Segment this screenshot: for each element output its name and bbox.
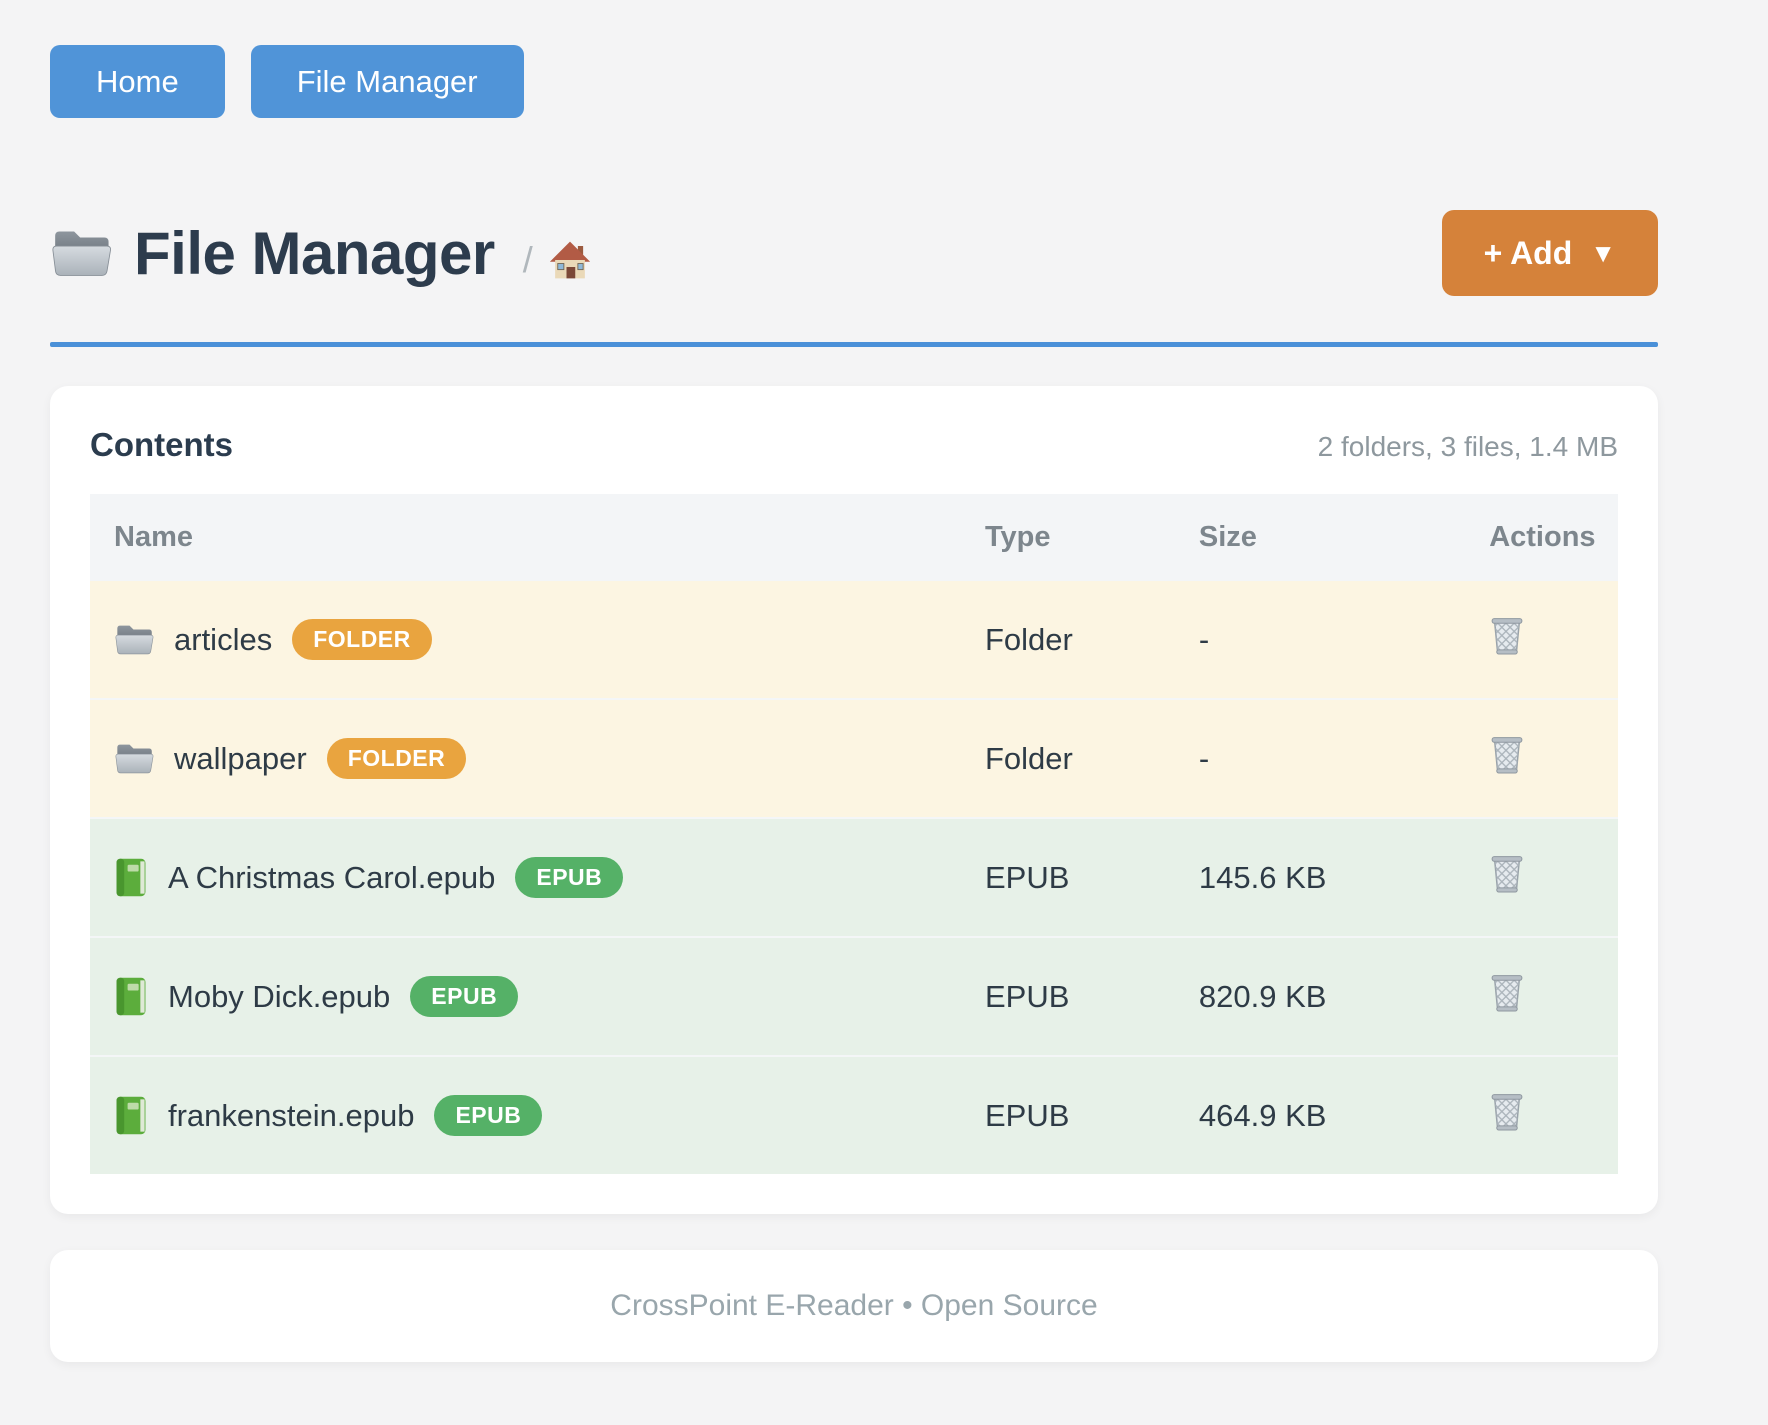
wastebasket-icon bbox=[1489, 736, 1525, 778]
item-size: - bbox=[1198, 621, 1210, 657]
green-book-icon bbox=[114, 1095, 148, 1136]
caret-down-icon: ▼ bbox=[1590, 238, 1616, 268]
item-type: EPUB bbox=[984, 978, 1070, 1014]
wastebasket-icon bbox=[1489, 855, 1525, 897]
delete-button[interactable] bbox=[1489, 734, 1525, 775]
table-row: A Christmas Carol.epub EPUB EPUB 145.6 K… bbox=[90, 818, 1618, 937]
item-size: - bbox=[1198, 740, 1210, 776]
wastebasket-icon bbox=[1489, 974, 1525, 1016]
page-container: Home File Manager File Manager / + Add ▼… bbox=[50, 45, 1658, 1362]
folder-icon bbox=[50, 228, 112, 278]
type-badge: EPUB bbox=[434, 1095, 543, 1136]
table-row: wallpaper FOLDER Folder - bbox=[90, 699, 1618, 818]
header-divider bbox=[50, 342, 1658, 347]
green-book-icon bbox=[114, 857, 148, 898]
item-name: articles bbox=[174, 621, 273, 657]
delete-button[interactable] bbox=[1489, 1091, 1525, 1132]
wastebasket-icon bbox=[1489, 617, 1525, 659]
footer-text: CrossPoint E-Reader • Open Source bbox=[610, 1289, 1098, 1322]
footer-card: CrossPoint E-Reader • Open Source bbox=[50, 1250, 1658, 1362]
home-icon[interactable] bbox=[549, 239, 591, 281]
item-name: frankenstein.epub bbox=[168, 1097, 415, 1133]
folder-icon bbox=[114, 623, 154, 656]
type-badge: FOLDER bbox=[326, 738, 467, 779]
contents-card-header: Contents 2 folders, 3 files, 1.4 MB bbox=[90, 426, 1618, 464]
item-name: wallpaper bbox=[174, 740, 307, 776]
table-row: Moby Dick.epub EPUB EPUB 820.9 KB bbox=[90, 937, 1618, 1056]
file-table: Name Type Size Actions articles FOLDER bbox=[90, 494, 1618, 1174]
item-type: Folder bbox=[984, 621, 1073, 657]
type-badge: EPUB bbox=[410, 976, 519, 1017]
column-header-actions: Actions bbox=[1465, 494, 1618, 581]
delete-button[interactable] bbox=[1489, 853, 1525, 894]
type-badge: FOLDER bbox=[292, 619, 432, 660]
delete-button[interactable] bbox=[1489, 972, 1525, 1013]
table-row: articles FOLDER Folder - bbox=[90, 581, 1618, 699]
folder-icon bbox=[114, 742, 154, 775]
item-type: Folder bbox=[984, 740, 1073, 776]
delete-button[interactable] bbox=[1489, 615, 1525, 656]
file-link[interactable]: frankenstein.epub EPUB bbox=[114, 1095, 961, 1136]
item-size: 464.9 KB bbox=[1198, 1097, 1327, 1133]
top-nav: Home File Manager bbox=[50, 45, 1658, 118]
file-link[interactable]: Moby Dick.epub EPUB bbox=[114, 976, 961, 1017]
column-header-name: Name bbox=[90, 494, 961, 581]
title-group: File Manager bbox=[50, 219, 495, 288]
contents-summary: 2 folders, 3 files, 1.4 MB bbox=[1317, 431, 1618, 462]
item-name: Moby Dick.epub bbox=[168, 978, 391, 1014]
page-header: File Manager / + Add ▼ bbox=[50, 210, 1658, 296]
breadcrumb: / bbox=[523, 239, 591, 281]
column-header-size: Size bbox=[1174, 494, 1466, 581]
item-name: A Christmas Carol.epub bbox=[168, 859, 496, 895]
table-header-row: Name Type Size Actions bbox=[90, 494, 1618, 581]
file-link[interactable]: A Christmas Carol.epub EPUB bbox=[114, 857, 961, 898]
column-header-type: Type bbox=[960, 494, 1175, 581]
contents-card: Contents 2 folders, 3 files, 1.4 MB Name… bbox=[50, 386, 1658, 1214]
table-row: frankenstein.epub EPUB EPUB 464.9 KB bbox=[90, 1056, 1618, 1174]
item-type: EPUB bbox=[984, 859, 1070, 895]
breadcrumb-separator: / bbox=[522, 239, 533, 280]
folder-link[interactable]: articles FOLDER bbox=[114, 619, 961, 660]
type-badge: EPUB bbox=[515, 857, 624, 898]
add-button-label: + Add bbox=[1483, 235, 1573, 271]
wastebasket-icon bbox=[1489, 1093, 1525, 1135]
file-manager-button[interactable]: File Manager bbox=[250, 45, 524, 118]
item-size: 820.9 KB bbox=[1198, 978, 1327, 1014]
green-book-icon bbox=[114, 976, 148, 1017]
home-button[interactable]: Home bbox=[50, 45, 225, 118]
folder-link[interactable]: wallpaper FOLDER bbox=[114, 738, 961, 779]
add-button[interactable]: + Add ▼ bbox=[1441, 210, 1658, 296]
page-title: File Manager bbox=[134, 219, 495, 287]
item-size: 145.6 KB bbox=[1198, 859, 1327, 895]
contents-heading: Contents bbox=[90, 426, 233, 463]
item-type: EPUB bbox=[984, 1097, 1070, 1133]
